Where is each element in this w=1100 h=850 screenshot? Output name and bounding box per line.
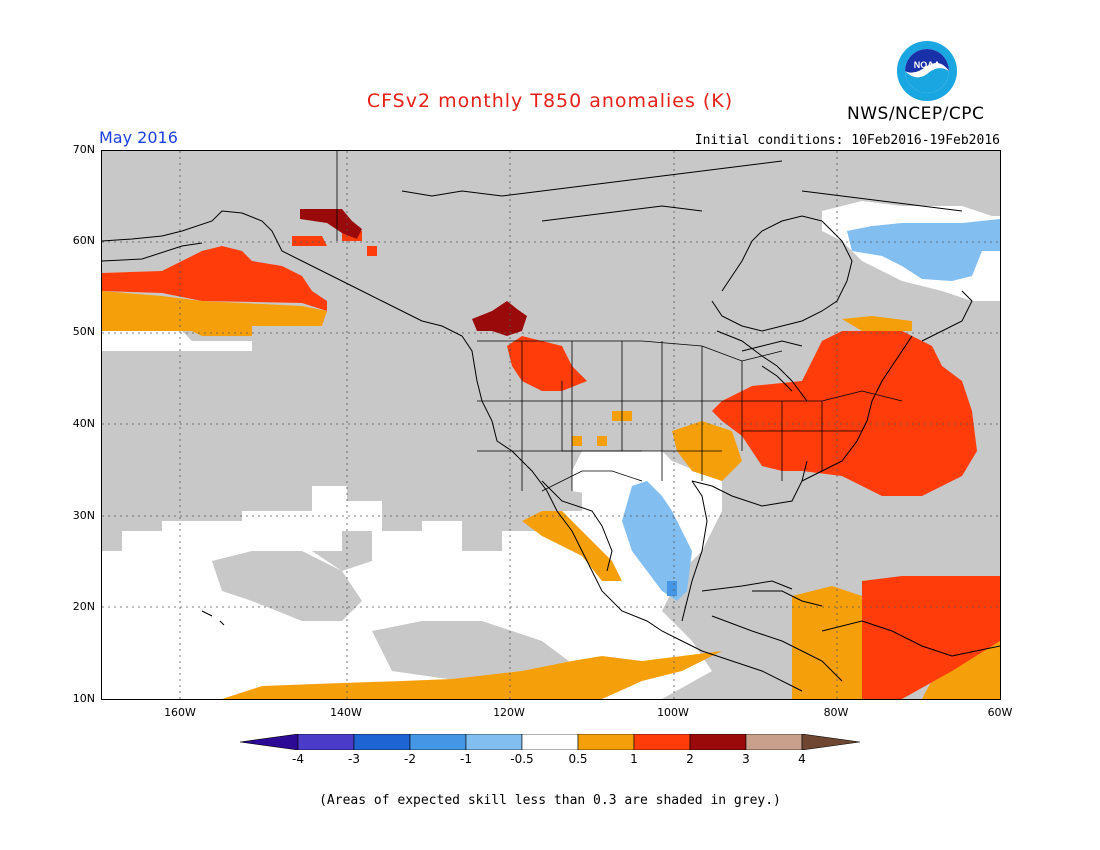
skill-footnote: (Areas of expected skill less than 0.3 a… [319,793,781,808]
legend-swatch-gt-4 [801,734,860,750]
noaa-logo: NOAA [897,41,957,101]
organization-label: NWS/NCEP/CPC [847,104,985,124]
lat-label-20n: 20N [72,600,95,613]
legend-swatch-m4-m3 [297,734,355,750]
color-legend [240,734,860,750]
positive-anomaly-areas-2-3 [300,209,527,336]
initial-conditions: Initial conditions: 10Feb2016-19Feb2016 [694,133,1000,148]
legend-label-m3: -3 [348,752,360,766]
legend-swatch-m05-05 [521,734,579,750]
logo-text: NOAA [914,60,941,70]
legend-label-p2: 2 [686,752,694,766]
lon-label-140w: 140W [330,706,362,719]
forecast-period: May 2016 [99,128,178,147]
political-boundaries [336,151,903,492]
lat-label-30n: 30N [72,509,95,522]
legend-swatch-p1-2 [633,734,691,750]
lat-label-60n: 60N [72,234,95,247]
legend-label-p3: 3 [742,752,750,766]
lat-label-50n: 50N [72,325,95,338]
legend-swatch-m1-m05 [465,734,523,750]
negative-anomaly-areas [622,219,1000,601]
legend-label-p05: 0.5 [568,752,588,766]
legend-swatch-p3-4 [745,734,803,750]
legend-label-m4: -4 [292,752,304,766]
lat-label-70n: 70N [72,143,95,156]
legend-label-p1: 1 [630,752,638,766]
legend-swatch-m2-m1 [409,734,467,750]
legend-label-m2: -2 [404,752,416,766]
lat-label-10n: 10N [72,692,95,705]
legend-label-p4: 4 [798,752,806,766]
anomaly-map [101,150,1001,700]
lon-label-160w: 160W [164,706,196,719]
lon-label-100w: 100W [657,706,689,719]
lon-label-60w: 60W [987,706,1013,719]
legend-label-m05: -0.5 [510,752,534,766]
legend-label-m1: -1 [460,752,472,766]
legend-swatch-p05-1 [577,734,635,750]
low-skill-patches [212,531,582,681]
legend-swatch-p2-3 [689,734,747,750]
coastlines [102,160,1000,692]
legend-swatch-m3-m2 [353,734,411,750]
legend-swatch-lt-minus4 [240,734,299,750]
graticule [102,151,1000,699]
lat-label-40n: 40N [72,417,95,430]
lon-label-80w: 80W [823,706,849,719]
positive-anomaly-areas-1-2 [102,231,1000,699]
lon-label-120w: 120W [493,706,525,719]
chart-title: CFSv2 monthly T850 anomalies (K) [366,90,734,112]
